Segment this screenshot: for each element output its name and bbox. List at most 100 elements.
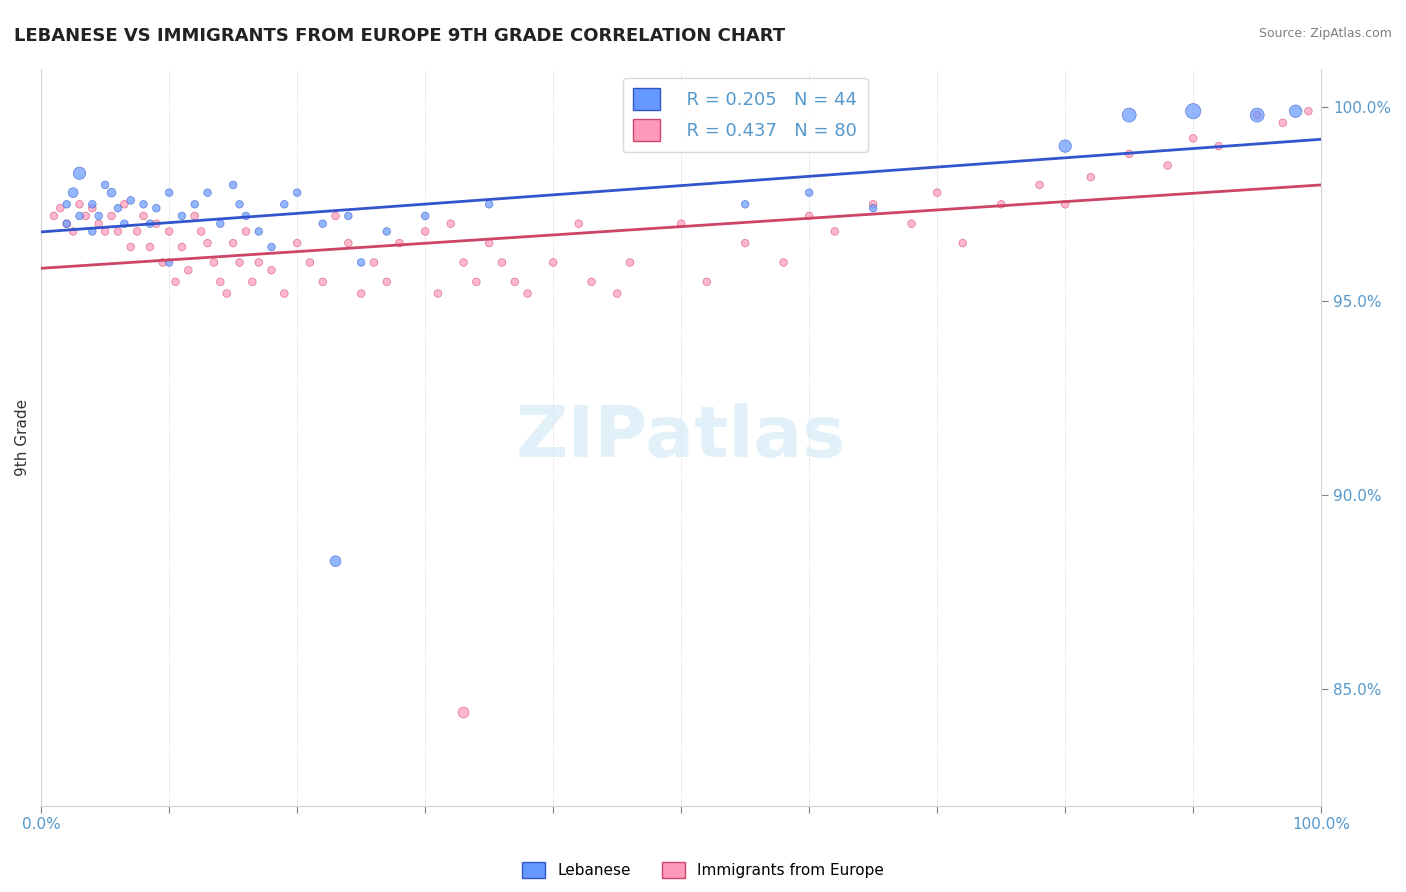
Point: [202, 255, 225, 269]
Point: [247, 255, 270, 269]
Point: [350, 255, 373, 269]
Point: [69, 197, 91, 211]
Text: LEBANESE VS IMMIGRANTS FROM EUROPE 9TH GRADE CORRELATION CHART: LEBANESE VS IMMIGRANTS FROM EUROPE 9TH G…: [14, 27, 785, 45]
Point: [426, 286, 449, 301]
Point: [478, 197, 501, 211]
Point: [222, 236, 245, 251]
Point: [799, 209, 821, 223]
Point: [696, 275, 718, 289]
Point: [139, 217, 162, 231]
Point: [606, 286, 628, 301]
Point: [285, 186, 308, 200]
Point: [350, 286, 373, 301]
Point: [734, 236, 756, 251]
Point: [337, 209, 360, 223]
Point: [120, 194, 142, 208]
Point: [900, 217, 922, 231]
Point: [669, 217, 692, 231]
Point: [112, 197, 135, 211]
Point: [87, 209, 110, 223]
Point: [69, 166, 91, 180]
Point: [568, 217, 591, 231]
Point: [82, 201, 104, 215]
Point: [82, 224, 104, 238]
Point: [260, 240, 283, 254]
Point: [990, 197, 1012, 211]
Point: [1246, 108, 1268, 122]
Point: [581, 275, 603, 289]
Point: [145, 217, 167, 231]
Point: [170, 209, 193, 223]
Point: [132, 209, 155, 223]
Point: [55, 217, 77, 231]
Point: [145, 201, 167, 215]
Point: [298, 255, 321, 269]
Point: [165, 275, 187, 289]
Point: [465, 275, 488, 289]
Point: [478, 236, 501, 251]
Point: [453, 706, 475, 720]
Point: [1284, 104, 1306, 119]
Y-axis label: 9th Grade: 9th Grade: [15, 399, 30, 475]
Point: [1182, 131, 1205, 145]
Text: Source: ZipAtlas.com: Source: ZipAtlas.com: [1258, 27, 1392, 40]
Point: [413, 224, 436, 238]
Point: [799, 186, 821, 200]
Point: [235, 224, 257, 238]
Point: [375, 224, 398, 238]
Point: [69, 209, 91, 223]
Point: [127, 224, 149, 238]
Point: [413, 209, 436, 223]
Point: [157, 186, 180, 200]
Point: [273, 197, 295, 211]
Point: [1080, 170, 1102, 185]
Point: [75, 209, 97, 223]
Point: [862, 197, 884, 211]
Point: [312, 217, 335, 231]
Point: [772, 255, 794, 269]
Legend: Lebanese, Immigrants from Europe: Lebanese, Immigrants from Europe: [516, 856, 890, 884]
Point: [285, 236, 308, 251]
Point: [491, 255, 513, 269]
Point: [49, 201, 72, 215]
Point: [1156, 159, 1178, 173]
Point: [337, 236, 360, 251]
Point: [1208, 139, 1230, 153]
Point: [1118, 146, 1140, 161]
Point: [1298, 104, 1320, 119]
Point: [62, 186, 84, 200]
Point: [375, 275, 398, 289]
Point: [100, 186, 122, 200]
Point: [120, 240, 142, 254]
Point: [1182, 104, 1205, 119]
Point: [1246, 108, 1268, 122]
Point: [363, 255, 385, 269]
Legend:   R = 0.205   N = 44,   R = 0.437   N = 80: R = 0.205 N = 44, R = 0.437 N = 80: [623, 78, 868, 153]
Point: [1054, 139, 1077, 153]
Point: [862, 201, 884, 215]
Point: [516, 286, 538, 301]
Point: [190, 224, 212, 238]
Point: [209, 217, 232, 231]
Text: ZIPatlas: ZIPatlas: [516, 402, 846, 472]
Point: [100, 209, 122, 223]
Point: [42, 209, 65, 223]
Point: [62, 224, 84, 238]
Point: [107, 201, 129, 215]
Point: [55, 197, 77, 211]
Point: [94, 178, 117, 192]
Point: [273, 286, 295, 301]
Point: [1028, 178, 1050, 192]
Point: [1118, 108, 1140, 122]
Point: [228, 255, 250, 269]
Point: [440, 217, 463, 231]
Point: [183, 209, 205, 223]
Point: [170, 240, 193, 254]
Point: [107, 224, 129, 238]
Point: [228, 197, 250, 211]
Point: [94, 224, 117, 238]
Point: [453, 255, 475, 269]
Point: [112, 217, 135, 231]
Point: [215, 286, 238, 301]
Point: [139, 240, 162, 254]
